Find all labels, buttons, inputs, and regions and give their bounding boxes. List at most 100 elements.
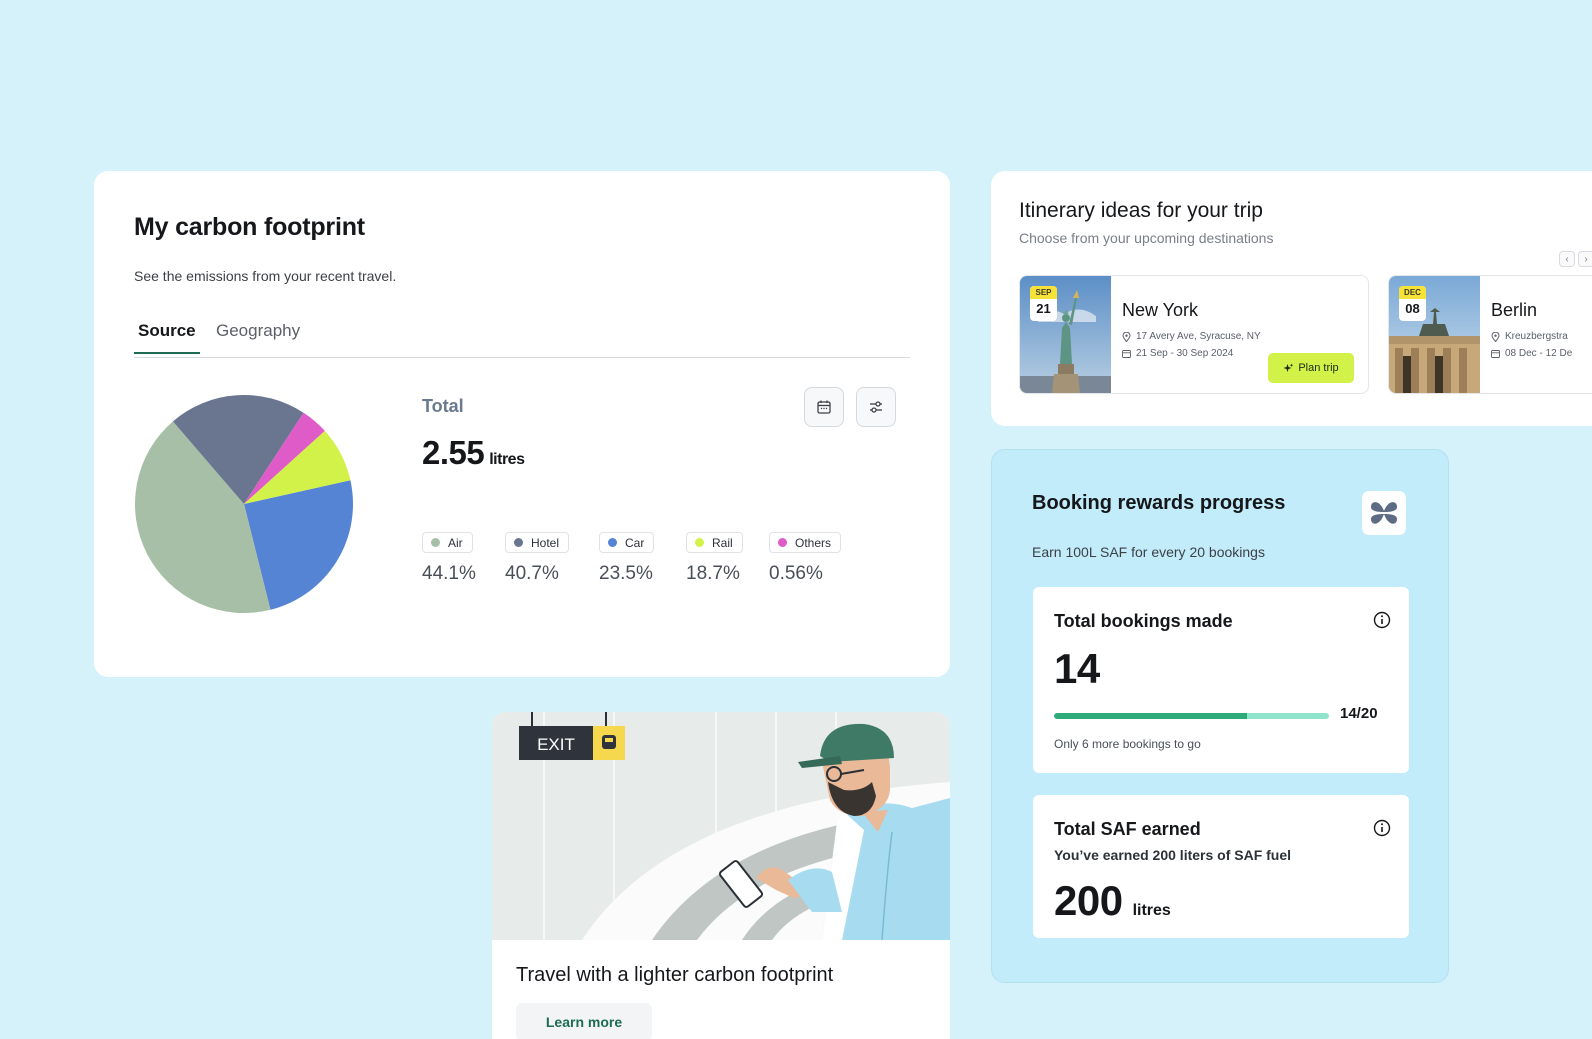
calendar-icon [817,400,831,414]
filter-button[interactable] [856,387,896,427]
carbon-title: My carbon footprint [134,213,365,241]
rewards-subtitle: Earn 100L SAF for every 20 bookings [1032,544,1265,560]
legend-chip: Others [769,532,842,553]
brand-logo [1362,491,1406,535]
total-saf-panel: Total SAF earned You’ve earned 200 liter… [1033,795,1409,938]
sliders-icon [870,401,882,413]
legend-others: Others 0.56% [769,532,842,585]
destination-name: New York [1122,300,1199,320]
destination-address: 17 Avery Ave, Syracuse, NY [1122,331,1261,342]
carbon-footprint-card: My carbon footprint See the emissions fr… [94,171,950,677]
total-value: 2.55 litres [422,434,525,472]
total-unit: litres [489,451,525,468]
destination-dates: 21 Sep - 30 Sep 2024 [1122,348,1233,359]
info-icon[interactable] [1373,819,1391,837]
bookings-progress-fill [1054,713,1247,719]
sparkle-icon [1283,363,1294,372]
destination-address: Kreuzbergstra [1491,331,1568,342]
destination-card-new-york[interactable]: SEP 21 New York 17 Avery Ave, Syracuse, … [1019,275,1369,394]
saf-heading: Total SAF earned [1054,819,1201,839]
info-icon[interactable] [1373,611,1391,629]
saf-unit: litres [1132,902,1171,919]
chevron-right-icon: › [1584,253,1588,265]
legend-hotel: Hotel 40.7% [505,532,570,585]
pie-slice-car [244,480,353,610]
legend-dot [608,538,617,547]
booking-rewards-card: Booking rewards progress Earn 100L SAF f… [991,449,1449,983]
legend-label: Hotel [531,535,560,550]
dates-text: 21 Sep - 30 Sep 2024 [1136,348,1234,359]
source-geography-tabs: Source Geography [134,321,910,358]
trip-date-badge: DEC 08 [1399,286,1426,321]
bookings-heading: Total bookings made [1054,611,1233,631]
saf-amount: 200 litres [1054,877,1171,925]
legend-chip: Rail [686,532,743,553]
butterfly-logo-icon [1371,502,1397,524]
legend-chip: Hotel [505,532,570,553]
location-pin-icon [1491,331,1500,342]
bookings-count: 14 [1054,645,1100,692]
total-label: Total [422,396,464,416]
bookings-remaining-note: Only 6 more bookings to go [1054,737,1201,751]
plan-trip-label: Plan trip [1298,362,1339,374]
carousel-next-button[interactable]: › [1578,251,1592,267]
legend-label: Car [625,535,645,550]
destination-name: Berlin [1491,300,1538,320]
saf-description: You’ve earned 200 liters of SAF fuel [1054,847,1292,863]
address-text: Kreuzbergstra [1505,331,1568,342]
total-number: 2.55 [422,434,485,471]
pie-slice-rail [244,430,351,504]
promo-title: Travel with a lighter carbon footprint [516,964,834,986]
carbon-subtitle: See the emissions from your recent trave… [134,268,397,284]
learn-more-button[interactable]: Learn more [516,1003,652,1039]
rewards-title: Booking rewards progress [1032,492,1286,514]
itinerary-card: Itinerary ideas for your trip Choose fro… [991,171,1592,426]
legend-car: Car 23.5% [599,532,655,585]
legend-dot [431,538,440,547]
itinerary-subtitle: Choose from your upcoming destinations [1019,230,1274,246]
dates-text: 08 Dec - 12 De [1505,348,1573,359]
legend-air: Air 44.1% [422,532,476,585]
legend-dot [514,538,523,547]
trip-date-badge: SEP 21 [1030,286,1057,321]
pie-slice-hotel [172,395,304,504]
date-day: 21 [1036,301,1051,316]
date-month: DEC [1399,286,1426,299]
traveler-illustration: EXIT [492,712,950,940]
legend-label: Others [795,535,832,550]
legend-dot [695,538,704,547]
destination-card-berlin[interactable]: DEC 08 Berlin Kreuzbergstra 08 Dec - 12 … [1388,275,1592,394]
legend-label: Rail [712,535,733,550]
total-bookings-panel: Total bookings made 14 14/20 Only 6 more… [1033,587,1409,773]
legend-percentage: 44.1% [422,563,476,584]
calendar-icon [1122,350,1131,358]
legend-label: Air [448,535,463,550]
tab-source[interactable]: Source [134,321,200,354]
legend-percentage: 40.7% [505,563,559,584]
location-pin-icon [1122,331,1131,342]
carousel-prev-button[interactable]: ‹ [1559,251,1575,267]
chevron-left-icon: ‹ [1565,253,1569,265]
plan-trip-button[interactable]: Plan trip [1268,353,1354,383]
saf-value: 200 [1054,877,1123,924]
legend-chip: Air [422,532,473,553]
legend-percentage: 23.5% [599,563,653,584]
date-range-button[interactable] [804,387,844,427]
legend-dot [778,538,787,547]
bookings-progress-bar [1054,713,1329,719]
pie-slice-air [135,421,271,613]
exit-sign-text: EXIT [537,735,575,754]
legend-chip: Car [599,532,655,553]
legend-percentage: 18.7% [686,563,740,584]
bookings-progress-label: 14/20 [1340,705,1378,722]
itinerary-title: Itinerary ideas for your trip [1019,199,1263,222]
date-day: 08 [1405,301,1420,316]
calendar-icon [1491,350,1500,358]
legend-rail: Rail 18.7% [686,532,743,585]
promo-card: EXIT Travel with a lighter carbon footpr… [492,712,950,1039]
emissions-pie-chart [135,395,353,613]
date-month: SEP [1030,286,1057,299]
tab-geography[interactable]: Geography [216,321,301,340]
legend-percentage: 0.56% [769,563,823,584]
destination-dates: 08 Dec - 12 De [1491,348,1572,359]
